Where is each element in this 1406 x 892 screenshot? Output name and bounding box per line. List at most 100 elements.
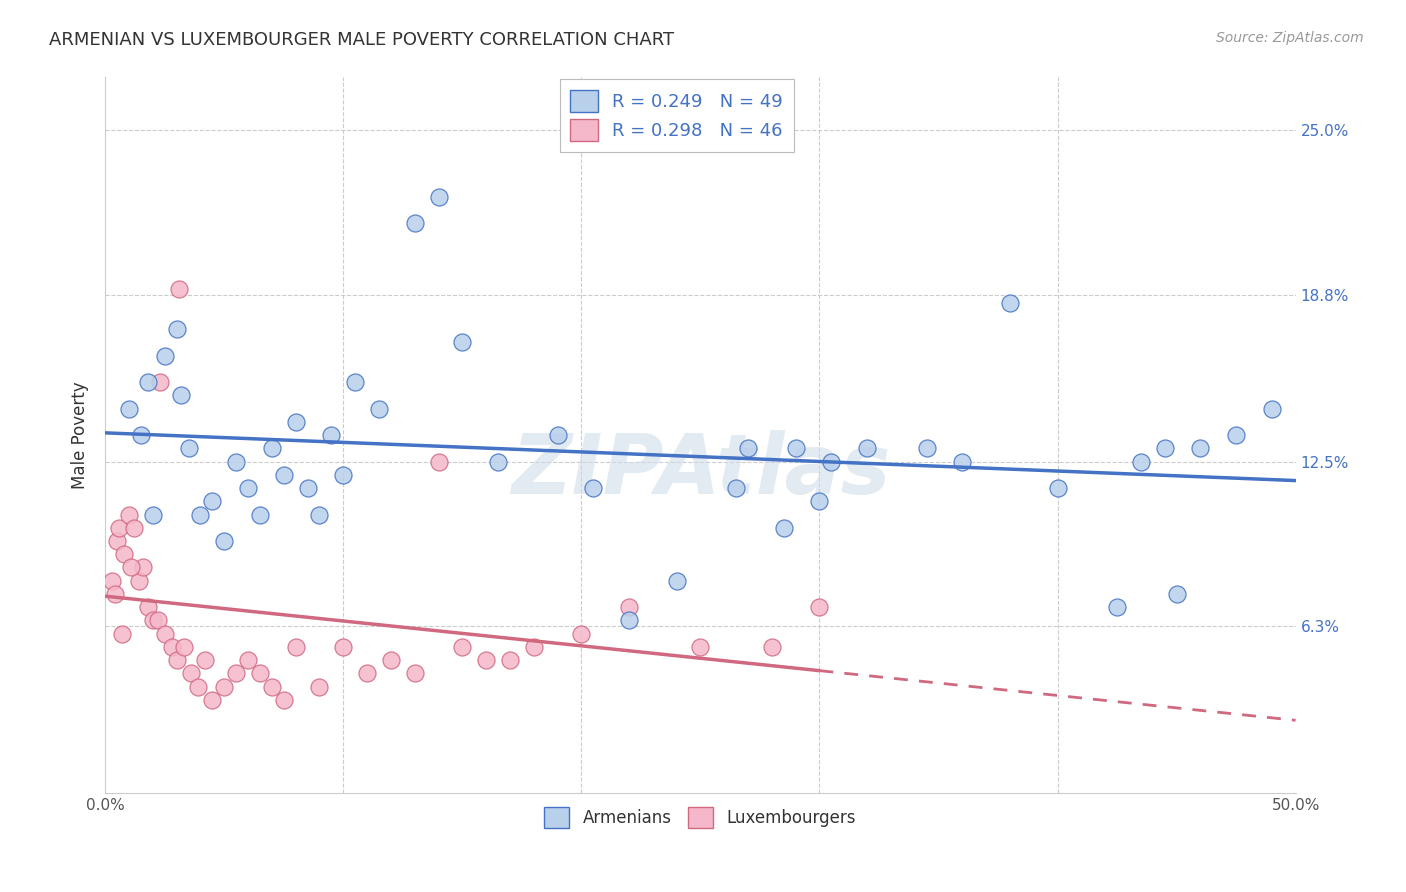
Point [772, 521, 794, 535]
Point [297, 481, 319, 495]
Point [689, 640, 711, 654]
Point [808, 600, 831, 615]
Point [166, 653, 188, 667]
Point [475, 653, 498, 667]
Point [149, 375, 172, 389]
Point [118, 508, 141, 522]
Point [284, 415, 307, 429]
Point [486, 454, 509, 468]
Point [523, 640, 546, 654]
Point [136, 600, 159, 615]
Point [321, 428, 343, 442]
Point [404, 666, 426, 681]
Point [225, 666, 247, 681]
Point [856, 442, 879, 456]
Point [180, 666, 202, 681]
Point [582, 481, 605, 495]
Point [249, 508, 271, 522]
Y-axis label: Male Poverty: Male Poverty [72, 381, 89, 489]
Point [112, 547, 135, 561]
Point [451, 335, 474, 350]
Point [173, 640, 195, 654]
Point [356, 666, 378, 681]
Point [167, 282, 190, 296]
Point [451, 640, 474, 654]
Point [225, 454, 247, 468]
Point [212, 680, 235, 694]
Point [166, 322, 188, 336]
Point [1166, 587, 1188, 601]
Point [499, 653, 522, 667]
Point [273, 467, 295, 482]
Point [1129, 454, 1152, 468]
Point [142, 508, 165, 522]
Point [260, 442, 283, 456]
Point [160, 640, 183, 654]
Point [998, 295, 1021, 310]
Point [146, 614, 169, 628]
Text: ARMENIAN VS LUXEMBOURGER MALE POVERTY CORRELATION CHART: ARMENIAN VS LUXEMBOURGER MALE POVERTY CO… [49, 31, 675, 49]
Point [808, 494, 831, 508]
Point [380, 653, 402, 667]
Point [118, 401, 141, 416]
Point [128, 574, 150, 588]
Point [177, 442, 200, 456]
Point [725, 481, 748, 495]
Point [569, 626, 592, 640]
Point [153, 349, 176, 363]
Point [737, 442, 759, 456]
Point [260, 680, 283, 694]
Point [1261, 401, 1284, 416]
Point [332, 467, 354, 482]
Point [665, 574, 688, 588]
Point [201, 693, 224, 707]
Point [617, 614, 640, 628]
Point [129, 428, 152, 442]
Text: Source: ZipAtlas.com: Source: ZipAtlas.com [1216, 31, 1364, 45]
Point [132, 560, 155, 574]
Point [105, 534, 128, 549]
Point [108, 521, 131, 535]
Point [1105, 600, 1128, 615]
Point [190, 508, 212, 522]
Point [368, 401, 391, 416]
Point [1153, 442, 1175, 456]
Point [187, 680, 209, 694]
Point [212, 534, 235, 549]
Point [120, 560, 142, 574]
Point [950, 454, 973, 468]
Point [427, 454, 450, 468]
Point [194, 653, 217, 667]
Point [1046, 481, 1069, 495]
Point [1189, 442, 1212, 456]
Point [101, 574, 124, 588]
Point [104, 587, 127, 601]
Point [136, 375, 159, 389]
Point [820, 454, 842, 468]
Point [785, 442, 807, 456]
Legend: Armenians, Luxembourgers: Armenians, Luxembourgers [538, 801, 863, 834]
Point [273, 693, 295, 707]
Point [915, 442, 938, 456]
Point [617, 600, 640, 615]
Point [249, 666, 271, 681]
Point [404, 216, 426, 230]
Point [122, 521, 145, 535]
Point [236, 653, 259, 667]
Point [1225, 428, 1247, 442]
Point [308, 508, 330, 522]
Point [284, 640, 307, 654]
Point [170, 388, 193, 402]
Point [236, 481, 259, 495]
Point [153, 626, 176, 640]
Point [111, 626, 134, 640]
Text: ZIPAtlas: ZIPAtlas [510, 430, 890, 511]
Point [308, 680, 330, 694]
Point [332, 640, 354, 654]
Point [547, 428, 569, 442]
Point [344, 375, 367, 389]
Point [201, 494, 224, 508]
Point [142, 614, 165, 628]
Point [427, 189, 450, 203]
Point [761, 640, 783, 654]
